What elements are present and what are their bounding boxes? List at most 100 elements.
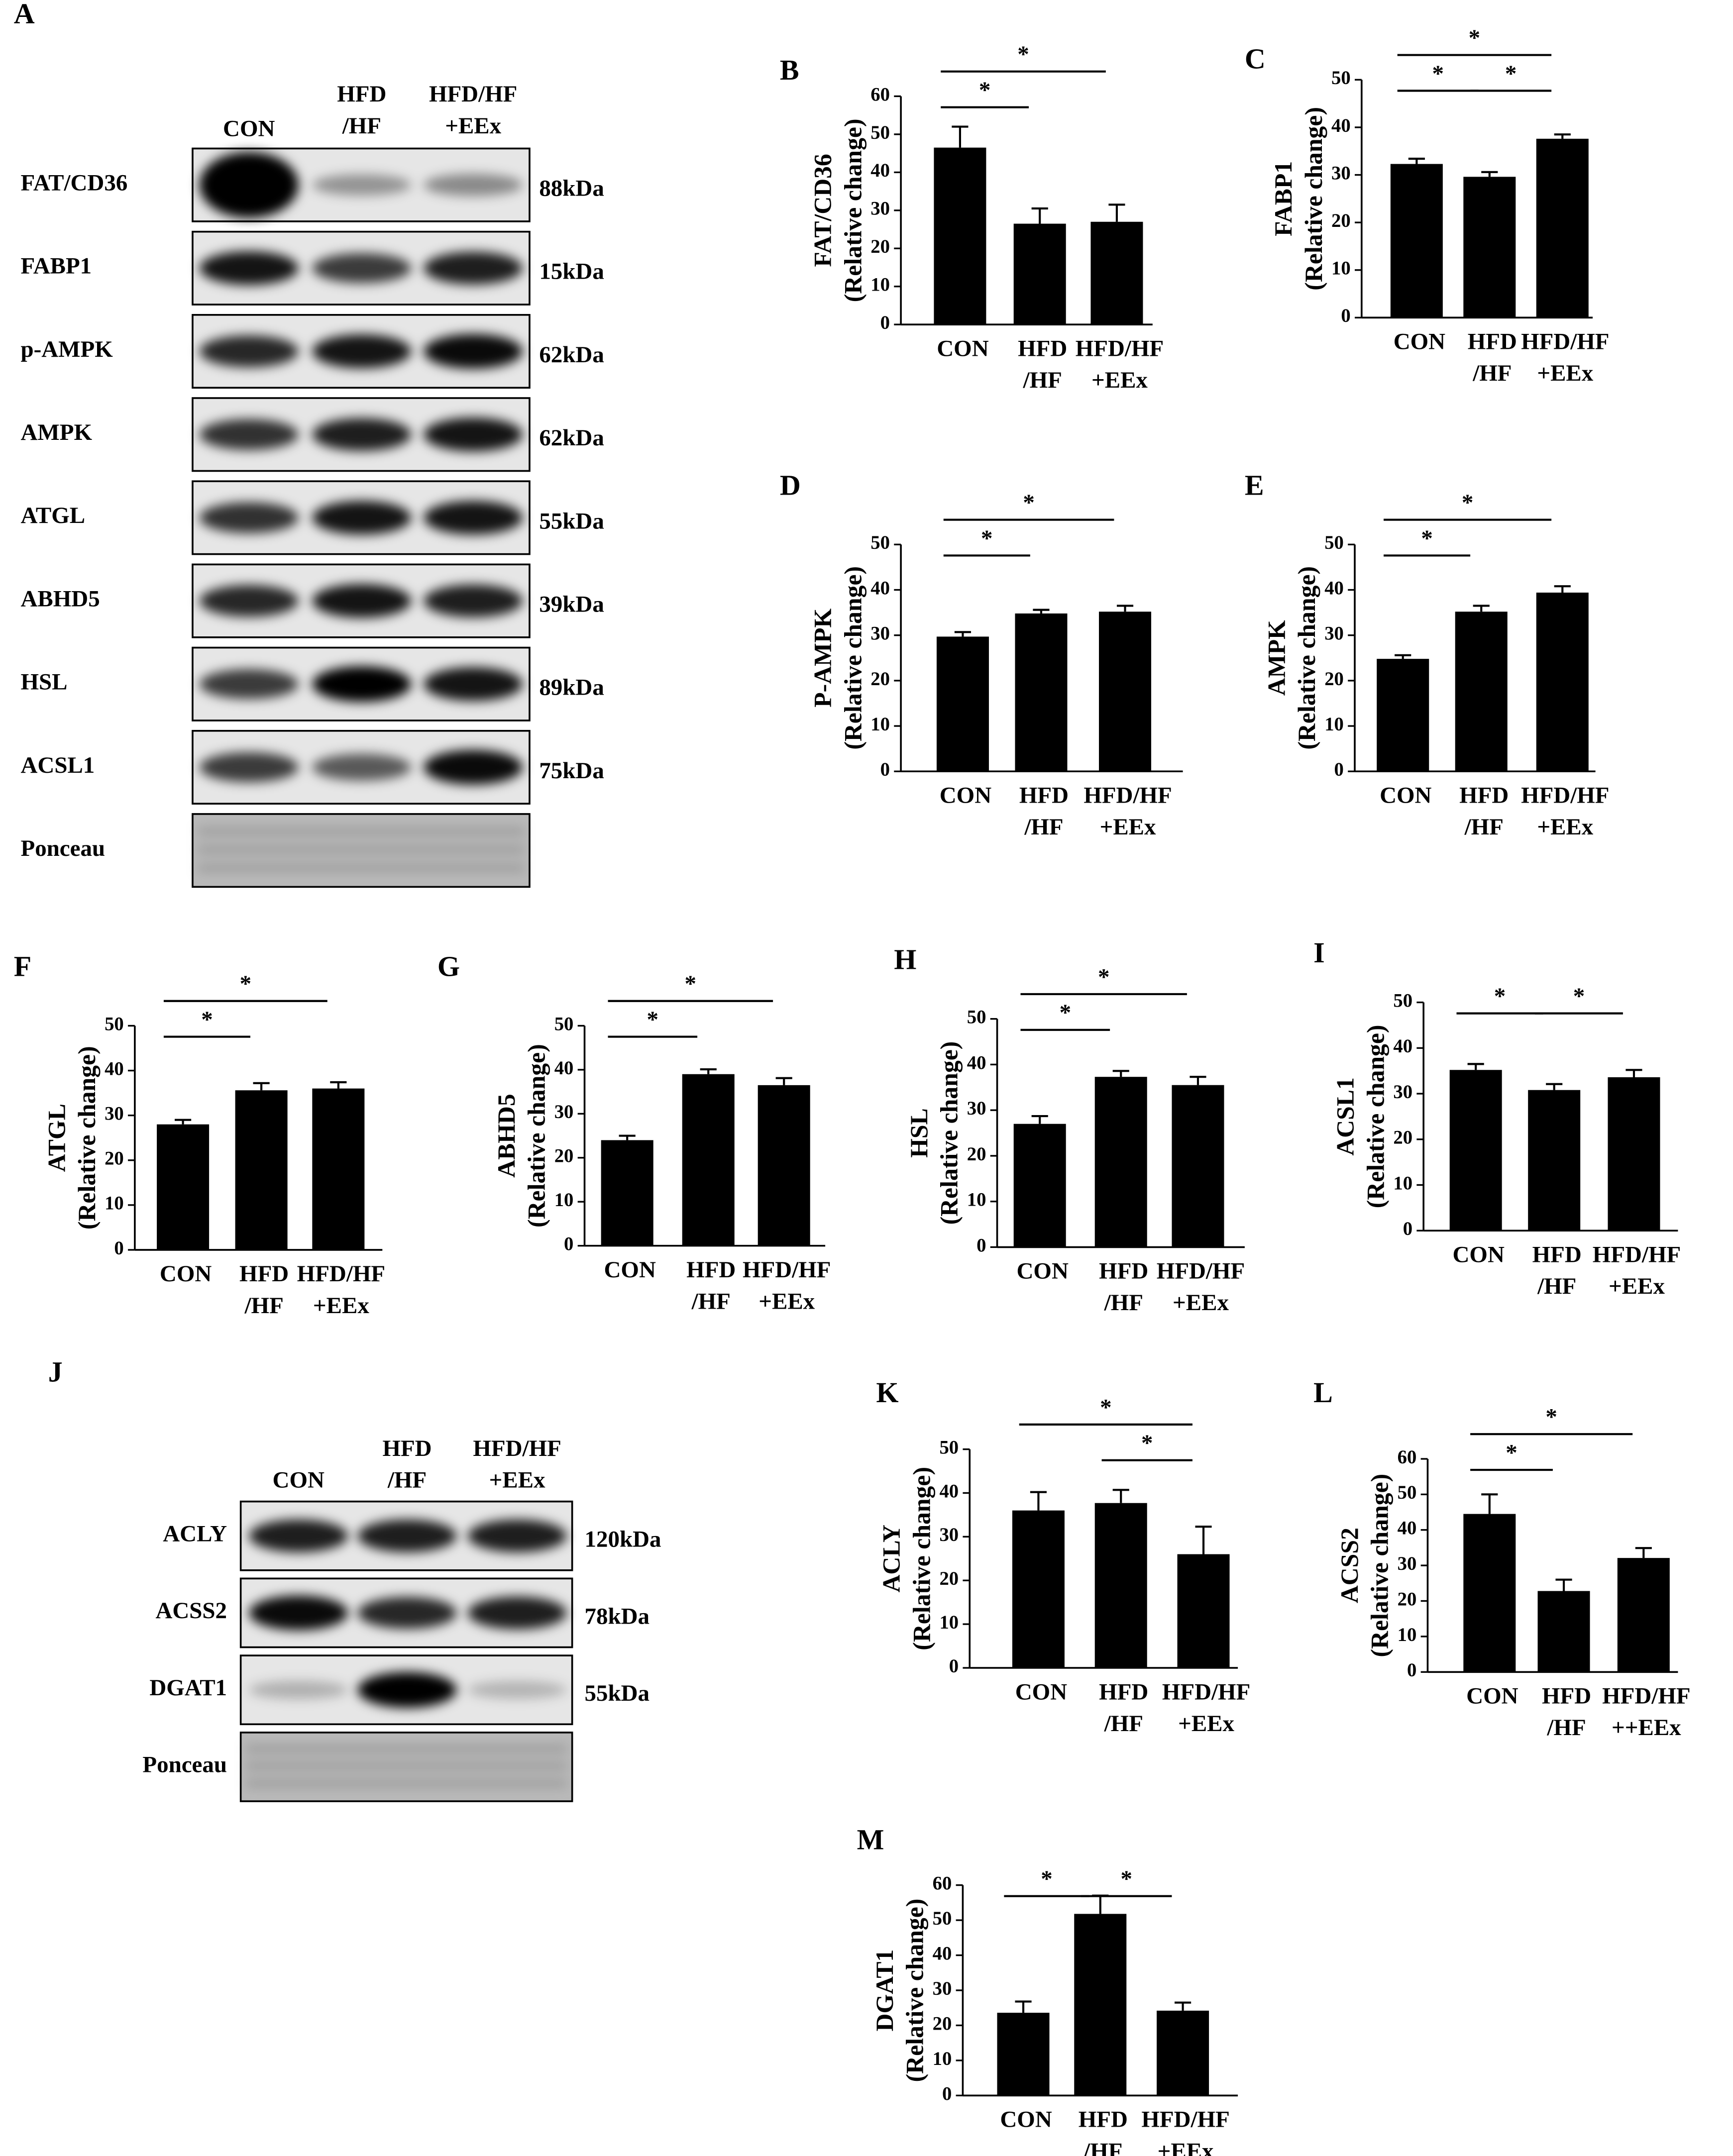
blot-band <box>199 419 299 450</box>
y-tick-label: 30 <box>1331 163 1351 184</box>
blot-band <box>424 584 523 617</box>
x-tick-label: /HF <box>1464 814 1504 840</box>
significance-label: * <box>979 77 990 103</box>
blot-bands <box>198 828 524 872</box>
x-tick-label: CON <box>1015 1679 1067 1705</box>
y-tick-label: 10 <box>939 1612 959 1633</box>
panel-letter: G <box>437 950 460 983</box>
blot-size-label: 88kDa <box>539 176 604 202</box>
x-tick-label: CON <box>1380 783 1431 809</box>
y-tick-label: 20 <box>105 1148 124 1169</box>
significance-label: * <box>1421 525 1432 551</box>
blot-band <box>424 667 523 701</box>
panel-letter: K <box>876 1376 898 1409</box>
x-tick-label: HFD <box>1542 1683 1591 1709</box>
y-tick-label: 60 <box>870 84 890 105</box>
y-tick-label: 30 <box>1324 623 1344 644</box>
significance-label: * <box>1121 1866 1132 1892</box>
panel-letter: D <box>780 469 801 501</box>
bar <box>682 1074 735 1246</box>
y-tick-label: 50 <box>1331 68 1351 89</box>
bar <box>1099 612 1152 772</box>
lane-label: /HF <box>342 113 381 139</box>
y-tick-label: 20 <box>870 669 890 690</box>
y-tick-label: 10 <box>1393 1173 1412 1194</box>
panel-letter: L <box>1313 1376 1333 1409</box>
y-tick-label: 20 <box>1393 1128 1412 1148</box>
x-tick-label: HFD/HF <box>1157 1258 1245 1284</box>
y-tick-label: 60 <box>933 1873 952 1894</box>
blot-bands <box>246 1745 567 1787</box>
x-tick-label: +EEx <box>1100 814 1156 840</box>
x-tick-label: +EEx <box>1158 2138 1214 2156</box>
x-tick-label: CON <box>1017 1258 1069 1284</box>
y-tick-label: 30 <box>1393 1082 1412 1103</box>
x-tick-label: CON <box>604 1257 656 1283</box>
y-axis-label: FAT/CD36 <box>809 154 837 267</box>
y-tick-label: 40 <box>1331 115 1351 136</box>
bar <box>1094 1077 1147 1247</box>
y-axis-label: (Relative change) <box>1362 1025 1389 1208</box>
y-axis-label: HSL <box>905 1108 933 1158</box>
y-tick-label: 0 <box>564 1234 573 1255</box>
blot-frame <box>192 397 531 472</box>
blot-band <box>357 1519 457 1552</box>
bar <box>1377 659 1429 772</box>
y-tick-label: 20 <box>870 236 890 257</box>
y-tick-label: 40 <box>1324 578 1344 599</box>
x-tick-label: HFD <box>1099 1679 1148 1705</box>
blot-frame <box>239 1732 573 1802</box>
y-tick-label: 30 <box>870 199 890 219</box>
x-tick-label: /HF <box>1023 367 1062 393</box>
bar <box>1537 1591 1590 1672</box>
x-tick-label: HFD <box>1018 335 1067 361</box>
y-tick-label: 30 <box>105 1104 124 1125</box>
y-tick-label: 0 <box>976 1235 986 1256</box>
x-tick-label: ++EEx <box>1612 1715 1681 1741</box>
blot-size-label: 55kDa <box>539 508 604 534</box>
significance-label: * <box>1506 1439 1517 1465</box>
y-tick-label: 40 <box>554 1058 574 1079</box>
y-axis-label: (Relative change) <box>908 1467 935 1650</box>
bar <box>1536 138 1589 318</box>
y-axis-label: (Relative change) <box>839 566 866 750</box>
y-tick-label: 10 <box>1324 714 1344 735</box>
x-tick-label: HFD/HF <box>1521 783 1609 809</box>
x-tick-label: CON <box>1453 1242 1505 1268</box>
blot-row-label: p-AMPK <box>21 336 113 362</box>
x-tick-label: +EEx <box>1609 1273 1665 1299</box>
x-tick-label: CON <box>940 783 991 809</box>
y-tick-label: 50 <box>1324 532 1344 553</box>
blot-band <box>312 174 412 196</box>
bar <box>157 1124 210 1250</box>
x-tick-label: /HF <box>1537 1273 1576 1299</box>
y-axis-label: (Relative change) <box>1366 1474 1394 1657</box>
blot-size-label: 62kDa <box>539 425 604 451</box>
y-tick-label: 50 <box>967 1007 986 1028</box>
x-tick-label: +EEx <box>1537 814 1593 840</box>
x-tick-label: CON <box>937 335 988 361</box>
blot-band <box>199 502 299 533</box>
blot-band <box>467 1596 567 1630</box>
y-tick-label: 20 <box>933 2013 952 2034</box>
bar <box>1449 1070 1502 1231</box>
blot-size-label: 15kDa <box>539 259 604 285</box>
y-tick-label: 0 <box>949 1656 959 1677</box>
bar <box>1157 2010 1209 2096</box>
panel-letter: J <box>48 1356 63 1388</box>
significance-label: * <box>1041 1866 1052 1892</box>
bar <box>1074 1914 1127 2096</box>
x-tick-label: +EEx <box>1173 1290 1229 1316</box>
ponceau-stripe <box>198 828 524 835</box>
bar <box>312 1088 365 1250</box>
blot-band <box>199 752 299 783</box>
x-tick-label: HFD <box>1532 1242 1582 1268</box>
y-tick-label: 50 <box>870 532 890 553</box>
x-tick-label: +EEx <box>758 1288 815 1314</box>
blot-bands <box>249 1519 567 1552</box>
bar <box>1463 1514 1516 1672</box>
bar <box>1455 612 1508 772</box>
y-tick-label: 20 <box>1331 210 1351 231</box>
blot-band <box>249 1680 348 1699</box>
